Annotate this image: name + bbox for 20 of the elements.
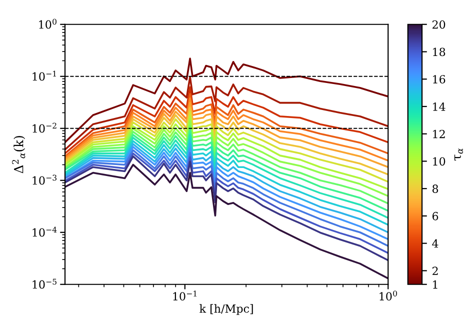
color-bar-label: 1 xyxy=(433,280,438,289)
color-bar-label: 8 xyxy=(432,184,438,193)
y-tick-label: 10$^{−1}$ xyxy=(32,70,56,81)
color-bar-label: 14 xyxy=(433,102,446,111)
y-tick-label: 10$^{−2}$ xyxy=(32,122,56,133)
color-bar-label: 6 xyxy=(432,212,438,220)
color-bar-label: 18 xyxy=(433,48,446,56)
y-tick-label: 10$^{−5}$ xyxy=(32,278,56,289)
y-tick-label: 10$^{−4}$ xyxy=(32,226,57,237)
y-axis-title: Δ$^{2}$$_{α}$(k) xyxy=(12,136,26,174)
color-bar-label: 20 xyxy=(432,20,446,29)
color-bar-label: 10 xyxy=(433,157,446,166)
x-axis-title: k [h/Mpc] xyxy=(200,304,253,315)
y-tick-label: 10$^{0}$ xyxy=(39,18,56,29)
color-bar-label: 4 xyxy=(432,239,438,248)
color-bar-label: 12 xyxy=(433,130,445,138)
color-bar-label: 16 xyxy=(433,75,446,84)
y-tick-label: 10$^{−3}$ xyxy=(32,174,56,185)
color-bar-label: 2 xyxy=(432,266,438,275)
color-bar-title: τ$_{α}$ xyxy=(454,148,463,161)
